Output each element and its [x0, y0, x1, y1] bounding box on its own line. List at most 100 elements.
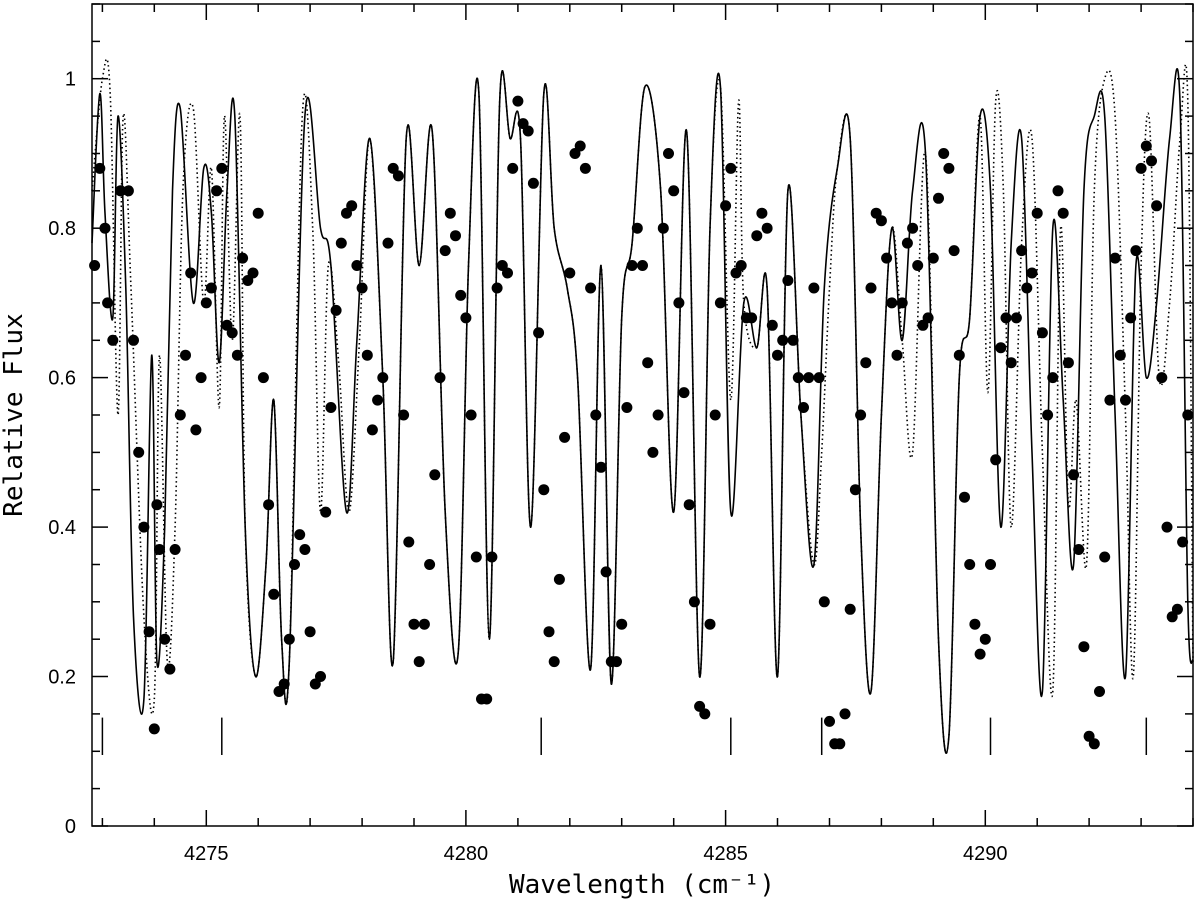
data-point	[787, 334, 799, 346]
data-point	[1062, 357, 1074, 369]
data-point	[1088, 738, 1100, 750]
data-point	[94, 162, 106, 174]
data-point	[855, 409, 867, 421]
data-point	[1161, 521, 1173, 533]
data-point	[450, 230, 461, 242]
data-point	[470, 551, 482, 563]
data-point	[860, 357, 872, 369]
data-point	[268, 588, 280, 600]
data-point	[564, 267, 576, 279]
data-point	[502, 267, 513, 279]
data-point	[990, 454, 1002, 466]
data-point	[901, 237, 913, 249]
data-point	[600, 566, 612, 578]
data-point	[746, 312, 758, 324]
data-point	[761, 222, 773, 234]
data-point	[668, 185, 680, 197]
data-point	[434, 372, 446, 384]
model-line-dotted	[91, 58, 1194, 754]
plot-frame	[91, 3, 1194, 827]
data-point	[1010, 312, 1022, 324]
data-point	[621, 402, 633, 413]
data-point	[756, 207, 768, 219]
data-point	[922, 312, 934, 324]
data-point	[1047, 372, 1059, 384]
data-point	[351, 260, 363, 271]
y-tick-label: 0.8	[48, 218, 76, 240]
y-tick-label: 1	[65, 69, 76, 91]
data-point	[398, 409, 410, 421]
data-point	[460, 312, 472, 324]
data-point	[299, 544, 311, 555]
data-point	[1052, 185, 1064, 197]
data-point	[652, 409, 664, 421]
data-point	[1026, 267, 1038, 279]
data-point	[772, 349, 783, 361]
data-point	[818, 596, 830, 608]
data-point	[933, 192, 944, 204]
data-point	[294, 529, 306, 541]
model-line-solid	[91, 68, 1194, 754]
data-point	[865, 282, 877, 294]
data-point	[205, 282, 217, 294]
data-point	[824, 715, 835, 727]
data-point	[1177, 536, 1189, 548]
data-point	[886, 297, 898, 309]
data-point	[465, 409, 477, 421]
data-point	[320, 506, 332, 518]
data-point	[107, 334, 119, 346]
data-point	[133, 446, 145, 458]
data-point	[803, 372, 815, 384]
data-point	[616, 618, 628, 630]
data-point	[128, 334, 139, 346]
data-point	[315, 671, 326, 682]
data-point	[714, 297, 726, 309]
data-point	[122, 185, 134, 197]
data-point	[257, 372, 269, 384]
data-point	[896, 297, 908, 309]
data-point	[709, 409, 721, 421]
data-point	[252, 207, 264, 219]
data-point	[678, 387, 690, 399]
data-point	[548, 656, 560, 668]
data-point	[647, 446, 659, 458]
y-tick-label: 0.6	[48, 368, 76, 390]
data-point	[1036, 327, 1048, 339]
data-point	[626, 260, 638, 271]
data-point	[330, 304, 342, 316]
data-point	[974, 648, 986, 660]
data-point	[1099, 551, 1111, 563]
data-point	[1078, 641, 1090, 653]
line-markers	[101, 717, 1148, 755]
series-lines	[91, 58, 1194, 754]
data-point	[439, 245, 451, 257]
data-point	[151, 499, 163, 511]
data-point	[174, 409, 186, 421]
observed-points	[89, 95, 1194, 750]
data-point	[89, 260, 101, 271]
x-tick-label: 4280	[444, 843, 489, 865]
data-point	[792, 372, 804, 384]
data-point	[1104, 394, 1116, 406]
data-point	[408, 618, 420, 630]
data-point	[985, 559, 996, 570]
y-tick-label: 0.4	[48, 517, 76, 539]
data-point	[444, 207, 456, 219]
data-point	[263, 499, 275, 511]
data-point	[392, 170, 404, 182]
data-point	[1171, 603, 1183, 615]
data-point	[590, 409, 602, 421]
y-tick-label: 0	[65, 816, 76, 838]
data-point	[927, 252, 939, 264]
data-point	[543, 626, 555, 638]
data-point	[688, 596, 700, 608]
data-point	[595, 461, 607, 473]
data-point	[907, 222, 919, 234]
data-point	[663, 148, 674, 159]
data-point	[704, 618, 716, 630]
data-point	[637, 260, 648, 271]
data-point	[148, 723, 160, 735]
data-point	[538, 484, 550, 496]
data-point	[522, 125, 534, 137]
data-point	[657, 222, 669, 234]
